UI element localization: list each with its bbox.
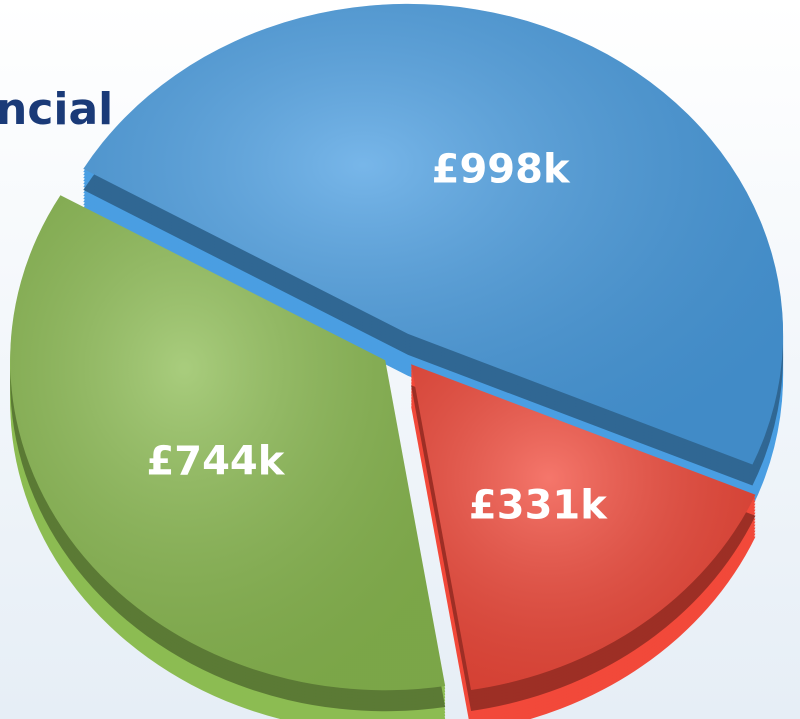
slice-shine [83, 3, 784, 465]
slice-shine [411, 364, 756, 690]
pie: £998k £331k £744k [10, 3, 784, 719]
chart-title: ncial [0, 84, 113, 135]
data-label: £744k [146, 438, 285, 484]
slice-shine [10, 195, 446, 691]
data-label: £998k [432, 147, 571, 193]
data-label: £331k [469, 482, 608, 528]
